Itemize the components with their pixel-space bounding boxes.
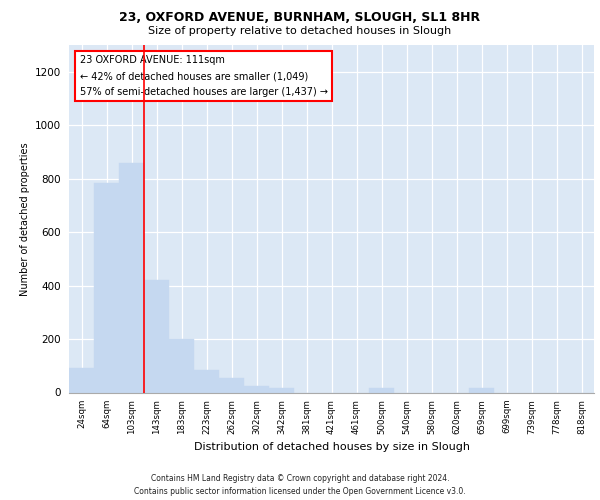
Bar	[219, 378, 244, 392]
Bar	[194, 370, 219, 392]
Text: Contains HM Land Registry data © Crown copyright and database right 2024.
Contai: Contains HM Land Registry data © Crown c…	[134, 474, 466, 496]
Text: Size of property relative to detached houses in Slough: Size of property relative to detached ho…	[148, 26, 452, 36]
Bar	[469, 388, 494, 392]
Bar	[369, 388, 394, 392]
Bar	[169, 339, 194, 392]
Bar	[244, 386, 269, 392]
Bar	[94, 182, 119, 392]
Bar	[269, 388, 294, 392]
Text: 23 OXFORD AVENUE: 111sqm
← 42% of detached houses are smaller (1,049)
57% of sem: 23 OXFORD AVENUE: 111sqm ← 42% of detach…	[79, 56, 328, 96]
Text: 23, OXFORD AVENUE, BURNHAM, SLOUGH, SL1 8HR: 23, OXFORD AVENUE, BURNHAM, SLOUGH, SL1 …	[119, 11, 481, 24]
Bar	[144, 280, 169, 392]
Bar	[69, 368, 94, 392]
Bar	[119, 162, 144, 392]
Y-axis label: Number of detached properties: Number of detached properties	[20, 142, 29, 296]
X-axis label: Distribution of detached houses by size in Slough: Distribution of detached houses by size …	[193, 442, 470, 452]
